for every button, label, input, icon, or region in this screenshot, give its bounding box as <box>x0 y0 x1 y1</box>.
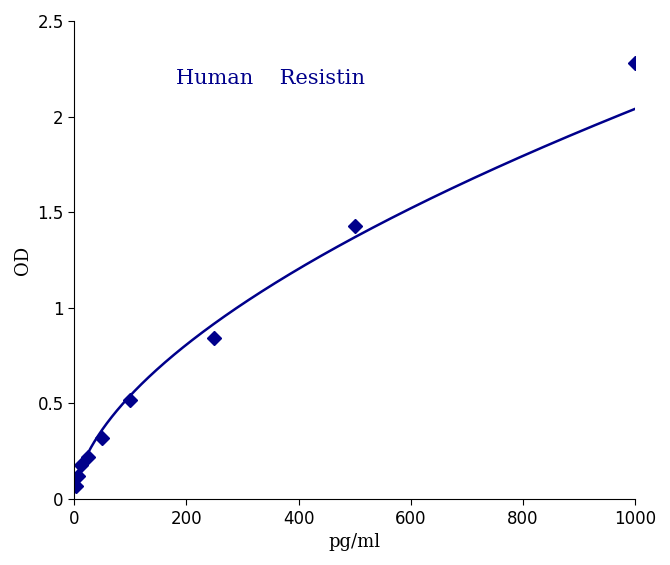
Y-axis label: OD: OD <box>14 245 32 275</box>
X-axis label: pg/ml: pg/ml <box>328 533 381 551</box>
Text: Human    Resistin: Human Resistin <box>176 69 365 88</box>
